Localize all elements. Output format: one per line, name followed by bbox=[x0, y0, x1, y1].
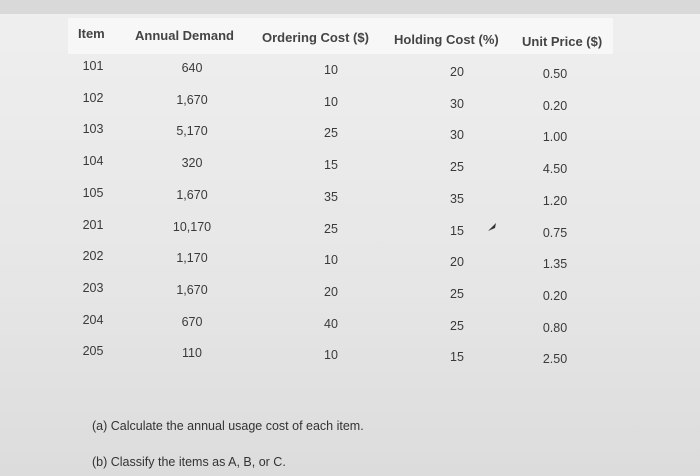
cell-annual-demand: 640 bbox=[181, 61, 203, 75]
cell-holding-cost: 25 bbox=[450, 160, 464, 175]
cell-unit-price: 0.20 bbox=[542, 98, 568, 113]
header-item: Item bbox=[78, 26, 105, 41]
cell-ordering-cost: 35 bbox=[324, 189, 338, 204]
cell-item: 205 bbox=[82, 344, 104, 359]
cell-ordering-cost: 40 bbox=[324, 316, 338, 331]
cell-holding-cost: 25 bbox=[450, 286, 464, 301]
mouse-pointer-icon bbox=[488, 223, 496, 231]
cell-ordering-cost: 20 bbox=[324, 284, 338, 299]
cell-annual-demand: 320 bbox=[181, 156, 203, 171]
cell-holding-cost: 20 bbox=[450, 65, 464, 79]
cell-unit-price: 0.75 bbox=[542, 225, 568, 240]
cell-ordering-cost: 25 bbox=[324, 221, 338, 236]
cell-unit-price: 0.20 bbox=[542, 288, 568, 303]
cell-ordering-cost: 25 bbox=[324, 126, 338, 141]
cell-holding-cost: 25 bbox=[450, 318, 464, 333]
cell-ordering-cost: 15 bbox=[324, 158, 338, 173]
cell-annual-demand: 1,670 bbox=[176, 282, 208, 297]
cell-item: 105 bbox=[82, 185, 104, 200]
header-unit-price: Unit Price ($) bbox=[522, 34, 603, 49]
cell-ordering-cost: 10 bbox=[324, 94, 338, 109]
cell-unit-price: 1.35 bbox=[542, 257, 568, 272]
cell-holding-cost: 20 bbox=[450, 255, 464, 270]
cell-holding-cost: 15 bbox=[450, 350, 464, 365]
cell-unit-price: 4.50 bbox=[542, 162, 568, 177]
cell-unit-price: 0.50 bbox=[542, 67, 568, 81]
cell-unit-price: 1.20 bbox=[542, 193, 568, 208]
cell-annual-demand: 1,670 bbox=[176, 92, 208, 107]
question-a: (a) Calculate the annual usage cost of e… bbox=[92, 419, 364, 433]
cell-holding-cost: 15 bbox=[450, 223, 464, 238]
cell-ordering-cost: 10 bbox=[324, 253, 338, 268]
cell-annual-demand: 110 bbox=[182, 346, 202, 361]
header-holding-cost: Holding Cost (%) bbox=[394, 32, 499, 47]
cell-item: 102 bbox=[82, 90, 104, 105]
cell-annual-demand: 670 bbox=[181, 314, 203, 329]
cell-item: 101 bbox=[82, 59, 104, 73]
cell-holding-cost: 30 bbox=[450, 128, 464, 143]
cell-annual-demand: 10,170 bbox=[172, 219, 212, 234]
cell-item: 104 bbox=[82, 154, 104, 169]
cell-ordering-cost: 10 bbox=[324, 348, 338, 363]
cell-annual-demand: 5,170 bbox=[176, 124, 208, 139]
header-ordering-cost: Ordering Cost ($) bbox=[262, 30, 369, 45]
cell-holding-cost: 35 bbox=[450, 191, 464, 206]
cell-unit-price: 1.00 bbox=[542, 130, 568, 145]
header-annual-demand: Annual Demand bbox=[135, 28, 234, 43]
cell-annual-demand: 1,170 bbox=[176, 251, 208, 266]
cell-unit-price: 0.80 bbox=[542, 320, 568, 335]
cell-item: 103 bbox=[82, 122, 104, 137]
cell-unit-price: 2.50 bbox=[542, 352, 568, 367]
question-b: (b) Classify the items as A, B, or C. bbox=[92, 455, 286, 469]
cell-item: 204 bbox=[82, 312, 104, 327]
top-edge-shadow bbox=[0, 0, 700, 14]
cell-holding-cost: 30 bbox=[450, 96, 464, 111]
cell-item: 202 bbox=[82, 249, 104, 264]
cell-item: 203 bbox=[82, 280, 104, 295]
cell-item: 201 bbox=[82, 217, 104, 232]
cell-annual-demand: 1,670 bbox=[176, 187, 208, 202]
cell-ordering-cost: 10 bbox=[324, 63, 338, 77]
table-header-row bbox=[68, 18, 613, 54]
